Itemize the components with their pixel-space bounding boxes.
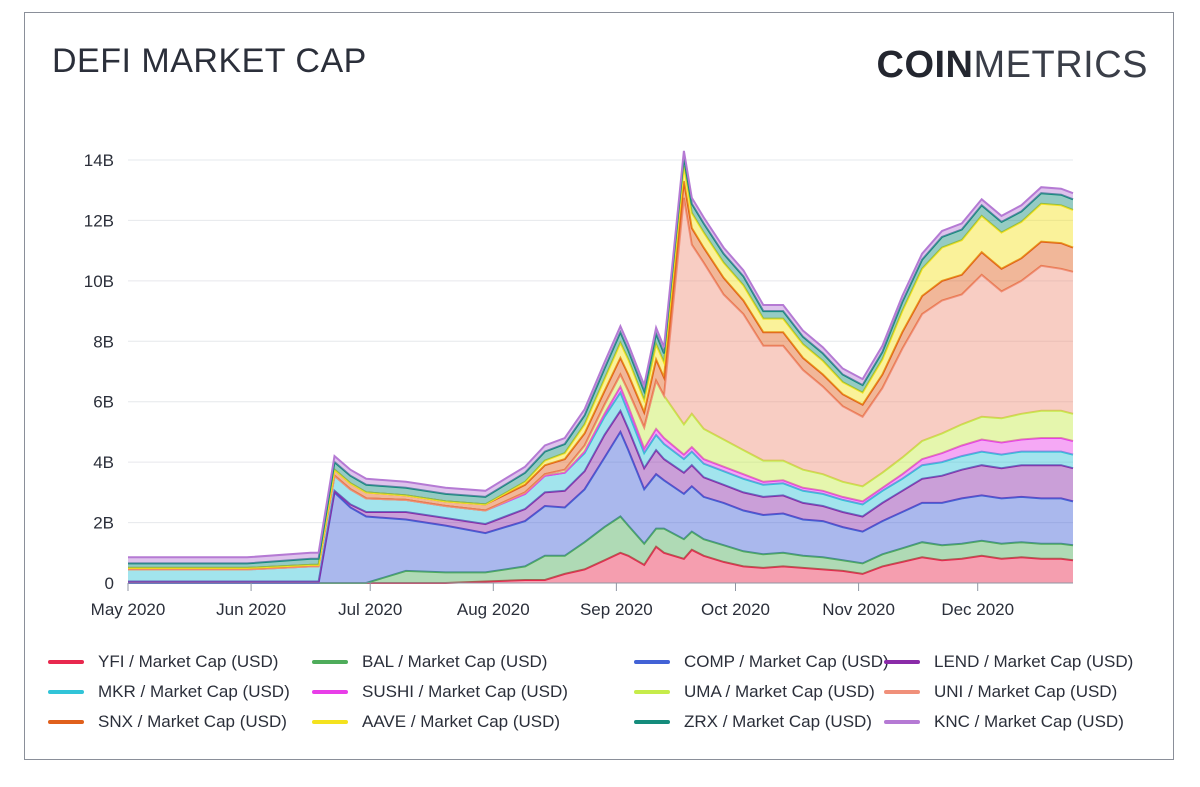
legend-swatch xyxy=(634,660,670,664)
legend-label: SUSHI / Market Cap (USD) xyxy=(362,682,568,701)
coinmetrics-logo: COINMETRICS xyxy=(877,44,1149,87)
y-tick-label: 2B xyxy=(93,514,114,533)
x-tick-label: May 2020 xyxy=(91,600,166,619)
legend-label: MKR / Market Cap (USD) xyxy=(98,682,290,701)
legend-swatch xyxy=(884,720,920,724)
legend-label: SNX / Market Cap (USD) xyxy=(98,712,287,731)
x-tick-label: Jul 2020 xyxy=(338,600,402,619)
legend-swatch xyxy=(312,660,348,664)
area-aave xyxy=(128,166,1073,568)
defi-market-cap-chart: 0 2B 4B 6B 8B 10B 12B 14B May 2020 Jun 2020 Jul 2… xyxy=(84,150,1074,619)
area-bal xyxy=(128,516,1073,583)
legend-item-bal[interactable]: BAL / Market Cap (USD) xyxy=(312,652,547,672)
legend-item-sushi[interactable]: SUSHI / Market Cap (USD) xyxy=(312,682,568,702)
legend-swatch xyxy=(48,720,84,724)
legend-item-lend[interactable]: LEND / Market Cap (USD) xyxy=(884,652,1133,672)
y-tick-label: 10B xyxy=(84,272,114,291)
x-tick-label: Dec 2020 xyxy=(941,600,1014,619)
y-axis-labels: 0 2B 4B 6B 8B 10B 12B 14B xyxy=(84,151,114,593)
legend-item-knc[interactable]: KNC / Market Cap (USD) xyxy=(884,712,1124,732)
y-tick-label: 4B xyxy=(93,453,114,472)
area-mkr xyxy=(128,392,1073,582)
x-tick-label: Jun 2020 xyxy=(216,600,286,619)
legend-swatch xyxy=(312,690,348,694)
area-uni xyxy=(128,197,1073,570)
legend-item-aave[interactable]: AAVE / Market Cap (USD) xyxy=(312,712,560,732)
legend-label: UMA / Market Cap (USD) xyxy=(684,682,875,701)
x-tick-label: Sep 2020 xyxy=(580,600,653,619)
legend-swatch xyxy=(884,690,920,694)
legend-item-snx[interactable]: SNX / Market Cap (USD) xyxy=(48,712,287,732)
y-tick-label: 0 xyxy=(105,574,114,593)
line-comp xyxy=(128,429,1074,584)
legend-item-zrx[interactable]: ZRX / Market Cap (USD) xyxy=(634,712,872,732)
legend-label: AAVE / Market Cap (USD) xyxy=(362,712,561,731)
line-lend xyxy=(128,408,1074,583)
legend-swatch xyxy=(48,660,84,664)
legend-label: COMP / Market Cap (USD) xyxy=(684,652,889,671)
logo-bold-text: COIN xyxy=(876,44,974,86)
line-knc xyxy=(128,150,1074,559)
legend-item-uni[interactable]: UNI / Market Cap (USD) xyxy=(884,682,1117,702)
page-title: DEFI MARKET CAP xyxy=(52,42,367,80)
area-snx xyxy=(128,181,1073,570)
x-tick-label: Oct 2020 xyxy=(701,600,770,619)
legend-label: ZRX / Market Cap (USD) xyxy=(684,712,872,731)
y-tick-label: 14B xyxy=(84,151,114,170)
legend-label: KNC / Market Cap (USD) xyxy=(934,712,1124,731)
logo-light-text: METRICS xyxy=(973,44,1148,86)
legend-label: YFI / Market Cap (USD) xyxy=(98,652,279,671)
area-series xyxy=(128,150,1074,584)
legend-swatch xyxy=(634,690,670,694)
x-axis: May 2020 Jun 2020 Jul 2020 Aug 2020 Sep 2020… xyxy=(91,582,1073,619)
legend-swatch xyxy=(48,690,84,694)
y-tick-label: 12B xyxy=(84,211,114,230)
area-yfi xyxy=(128,546,1073,583)
legend-item-comp[interactable]: COMP / Market Cap (USD) xyxy=(634,652,889,672)
x-tick-label: Aug 2020 xyxy=(457,600,530,619)
x-tick-label: Nov 2020 xyxy=(822,600,895,619)
area-comp xyxy=(128,431,1073,583)
area-lend xyxy=(128,410,1073,583)
y-tick-label: 6B xyxy=(93,393,114,412)
legend-label: LEND / Market Cap (USD) xyxy=(934,652,1134,671)
line-uni xyxy=(128,197,1074,571)
legend-swatch xyxy=(634,720,670,724)
legend-item-uma[interactable]: UMA / Market Cap (USD) xyxy=(634,682,875,702)
y-tick-label: 8B xyxy=(93,332,114,351)
legend-label: UNI / Market Cap (USD) xyxy=(934,682,1118,701)
legend-item-yfi[interactable]: YFI / Market Cap (USD) xyxy=(48,652,278,672)
chart-frame xyxy=(24,12,1174,760)
legend-item-mkr[interactable]: MKR / Market Cap (USD) xyxy=(48,682,290,702)
legend-swatch xyxy=(884,660,920,664)
legend-swatch xyxy=(312,720,348,724)
legend-label: BAL / Market Cap (USD) xyxy=(362,652,548,671)
